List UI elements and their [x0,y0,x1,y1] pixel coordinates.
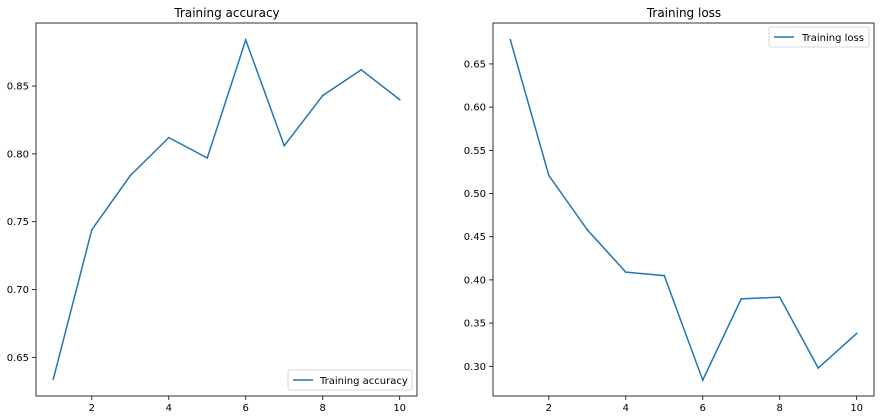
x-tick-label: 6 [243,403,249,414]
chart-title: Training loss [646,6,721,20]
data-point [244,39,247,41]
data-point [398,98,401,101]
legend: Training accuracy [287,369,413,391]
x-tick-label: 10 [393,403,406,414]
legend: Training loss [768,26,870,48]
loss-chart: Training loss 2 4 6 8 10 0.30 0.35 0.40 0.45 0.50… [464,6,875,414]
x-tick-label: 6 [700,403,706,414]
plot-content: 2 4 6 8 10 0.65 0.70 0.75 0.80 0.85 [7,37,406,414]
x-tick-label: 10 [850,403,863,414]
data-point [663,274,666,277]
y-tick-label: 0.60 [464,103,486,114]
data-point [817,367,820,369]
legend-box [768,26,870,48]
y-tick-label: 0.40 [464,275,486,286]
data-point [624,271,627,274]
data-point [701,379,704,382]
plot-frame [35,22,418,397]
data-point [321,94,324,97]
x-tick-label: 2 [546,403,552,414]
legend-label: Training accuracy [319,376,408,387]
plot-frame [492,22,875,397]
x-tick-label: 8 [320,403,326,414]
data-point [855,332,858,335]
y-tick-label: 0.70 [7,285,29,296]
series-line-0 [509,39,858,383]
y-tick-label: 0.35 [464,319,486,330]
x-tick-label: 4 [166,403,172,414]
y-tick-label: 0.45 [464,232,486,243]
data-point [52,378,55,380]
data-point [206,157,209,159]
y-tick-label: 0.50 [464,189,486,200]
x-tick-label: 4 [623,403,629,414]
data-point [586,228,589,231]
data-point [90,228,93,231]
data-point [283,144,286,147]
data-point [129,174,132,177]
y-tick-label: 0.30 [464,362,486,373]
y-tick-label: 0.85 [7,82,29,93]
plot-content: 2 4 6 8 10 0.30 0.35 0.40 0.45 0.50 0.55 0.60 0.65 [464,38,863,414]
x-tick-label: 2 [89,403,95,414]
y-tick-label: 0.65 [464,59,486,70]
y-tick-label: 0.80 [7,149,29,160]
legend-label: Training loss [801,33,864,44]
data-point [740,298,743,300]
chart-title: Training accuracy [173,6,279,20]
y-tick-label: 0.75 [7,217,29,228]
x-tick-label: 8 [777,403,783,414]
data-point [778,296,781,299]
accuracy-chart: Training accuracy 2 4 6 8 10 0.65 0.70 0.75 0.80… [7,6,418,414]
y-tick-label: 0.55 [464,146,486,157]
legend-box [287,369,413,391]
data-point [360,68,363,71]
data-point [509,38,512,41]
y-tick-label: 0.65 [7,353,29,364]
series-line-0 [52,37,401,380]
data-point [547,174,550,177]
data-point [167,136,170,139]
